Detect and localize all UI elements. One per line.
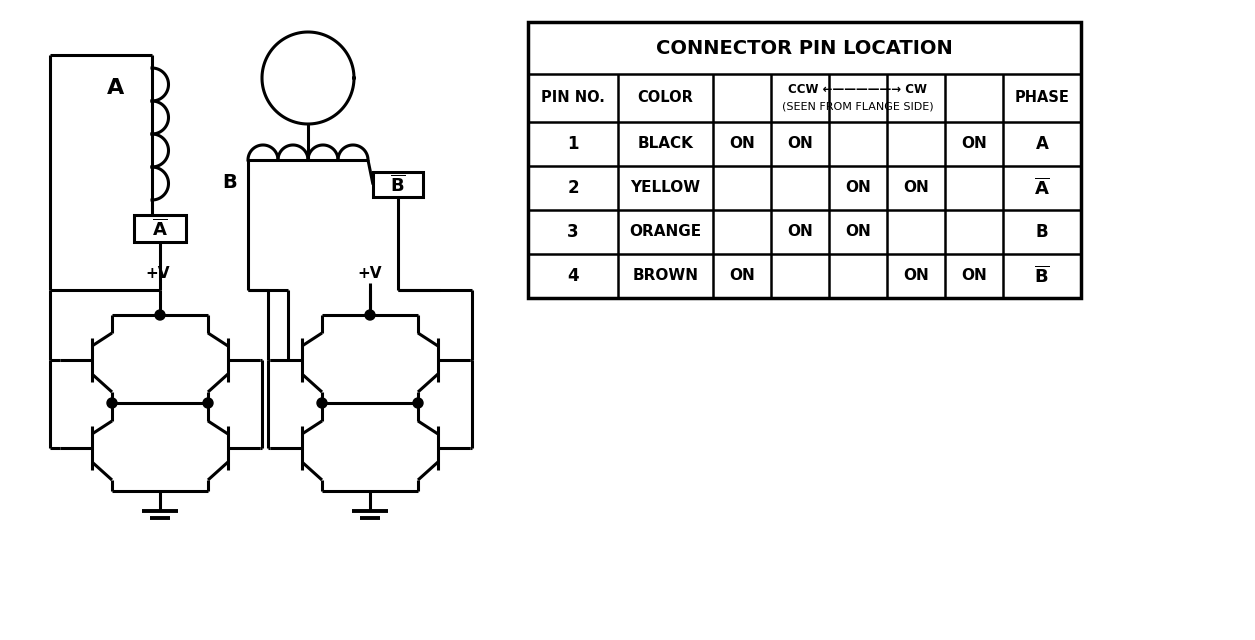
- Text: ON: ON: [961, 269, 986, 284]
- Text: ON: ON: [904, 180, 929, 195]
- Text: ON: ON: [787, 136, 813, 152]
- Text: B: B: [222, 173, 237, 191]
- Text: $\mathbf{\overline{A}}$: $\mathbf{\overline{A}}$: [1034, 178, 1050, 198]
- Text: 4: 4: [567, 267, 579, 285]
- Text: +V: +V: [358, 266, 383, 282]
- Text: ON: ON: [845, 180, 871, 195]
- Text: 3: 3: [567, 223, 579, 241]
- Text: CONNECTOR PIN LOCATION: CONNECTOR PIN LOCATION: [656, 38, 953, 58]
- Circle shape: [318, 398, 328, 408]
- Text: $\mathbf{\overline{B}}$: $\mathbf{\overline{B}}$: [390, 174, 405, 195]
- Text: ORANGE: ORANGE: [630, 225, 702, 239]
- Text: ON: ON: [787, 225, 813, 239]
- Text: $\mathbf{\overline{A}}$: $\mathbf{\overline{A}}$: [152, 218, 168, 239]
- Text: $\mathbf{\overline{B}}$: $\mathbf{\overline{B}}$: [1034, 266, 1050, 286]
- Text: COLOR: COLOR: [638, 90, 694, 106]
- Text: PIN NO.: PIN NO.: [541, 90, 605, 106]
- Text: ON: ON: [729, 136, 754, 152]
- Text: B: B: [1035, 223, 1048, 241]
- Bar: [134, 215, 186, 242]
- Text: ON: ON: [961, 136, 986, 152]
- Text: PHASE: PHASE: [1014, 90, 1069, 106]
- Circle shape: [107, 398, 117, 408]
- Text: 2: 2: [567, 179, 579, 197]
- Text: ON: ON: [729, 269, 754, 284]
- Text: ON: ON: [904, 269, 929, 284]
- Text: A: A: [1035, 135, 1048, 153]
- Text: CCW ←—————→ CW: CCW ←—————→ CW: [788, 83, 927, 96]
- Text: BLACK: BLACK: [638, 136, 694, 152]
- Circle shape: [156, 310, 164, 320]
- Text: +V: +V: [146, 266, 171, 282]
- Circle shape: [203, 398, 213, 408]
- Circle shape: [365, 310, 375, 320]
- Text: ON: ON: [845, 225, 871, 239]
- Text: A: A: [108, 78, 124, 98]
- Text: BROWN: BROWN: [633, 269, 699, 284]
- Bar: [373, 172, 423, 197]
- Circle shape: [413, 398, 423, 408]
- Bar: [528, 22, 1081, 298]
- Text: (SEEN FROM FLANGE SIDE): (SEEN FROM FLANGE SIDE): [782, 102, 934, 111]
- Text: 1: 1: [567, 135, 579, 153]
- Text: YELLOW: YELLOW: [630, 180, 700, 195]
